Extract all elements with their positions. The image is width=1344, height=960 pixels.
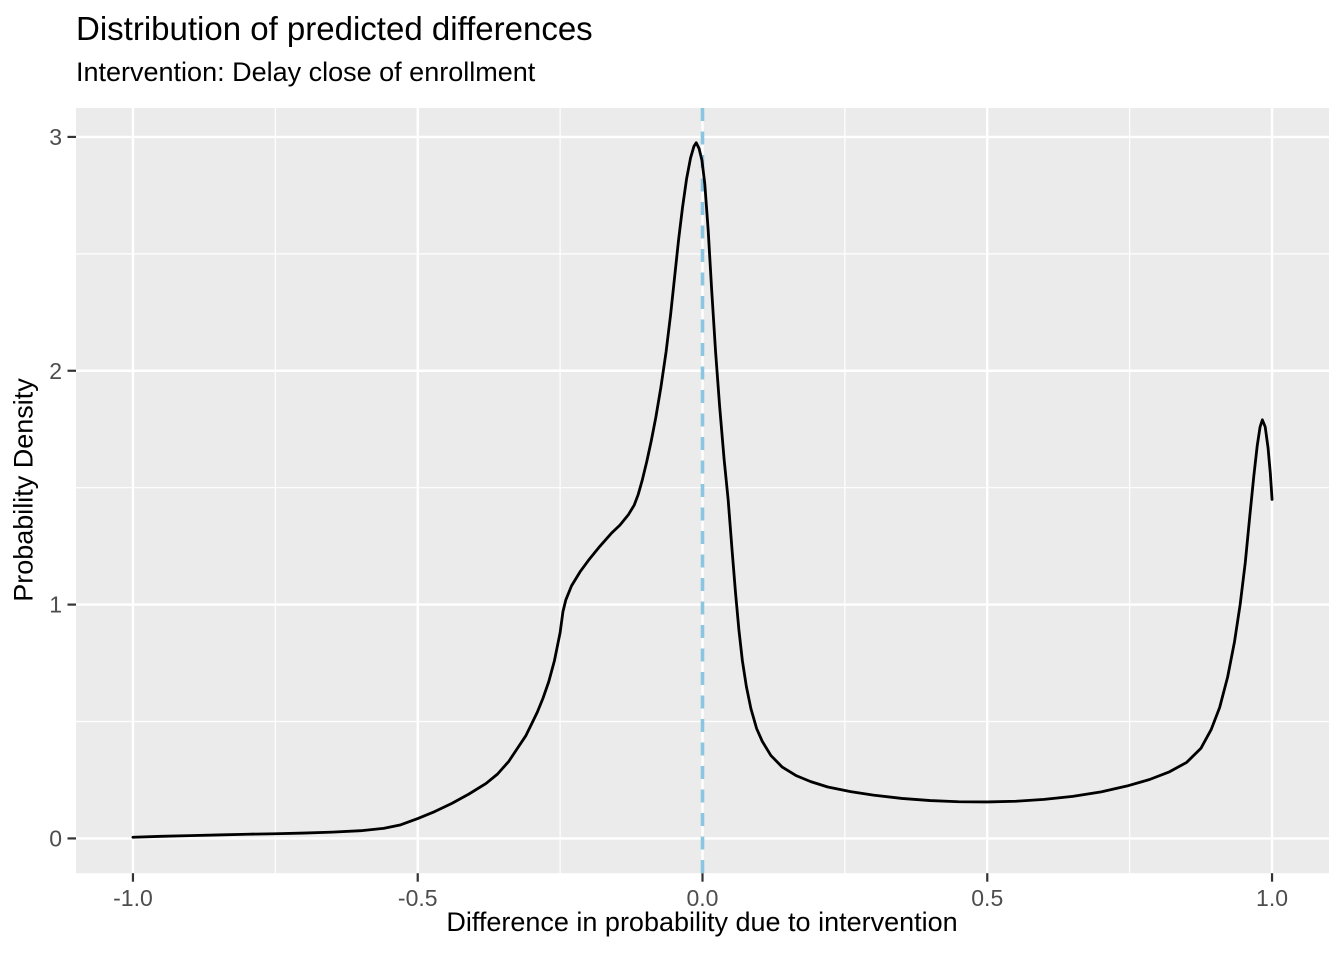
y-tick-label: 3 (49, 124, 62, 150)
plot-title: Distribution of predicted differences (76, 10, 593, 47)
x-tick-label: -0.5 (398, 885, 438, 911)
x-tick-label: 0.5 (971, 885, 1003, 911)
y-tick-label: 2 (49, 358, 62, 384)
x-tick-label: 1.0 (1256, 885, 1288, 911)
x-tick-label: 0.0 (687, 885, 719, 911)
plot-subtitle: Intervention: Delay close of enrollment (76, 57, 536, 87)
x-tick-label: -1.0 (113, 885, 153, 911)
y-tick-label: 1 (49, 592, 62, 618)
density-curve (131, 141, 1274, 839)
x-axis-title: Difference in probability due to interve… (446, 907, 958, 937)
y-tick-label: 0 (49, 825, 62, 851)
y-axis-title: Probability Density (8, 378, 39, 602)
